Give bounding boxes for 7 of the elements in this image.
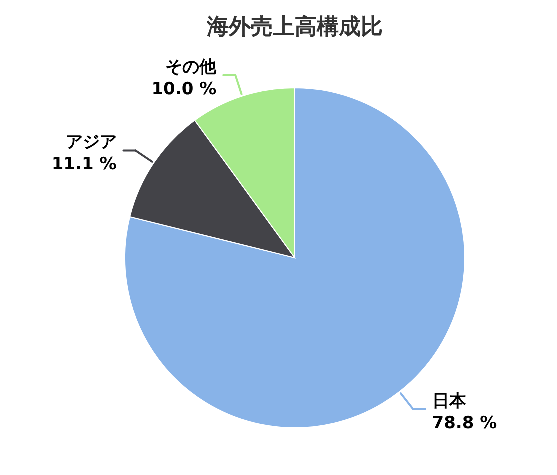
slice-label: その他 bbox=[166, 57, 218, 78]
data-label: 11.1 % bbox=[52, 154, 117, 175]
chart-title: 海外売上高構成比 bbox=[206, 14, 383, 40]
legend-label: 日本 bbox=[432, 391, 468, 412]
slice-label: アジア bbox=[66, 132, 117, 153]
data-label: 78.8 % bbox=[432, 413, 498, 434]
data-label: 10.0 % bbox=[152, 79, 217, 100]
